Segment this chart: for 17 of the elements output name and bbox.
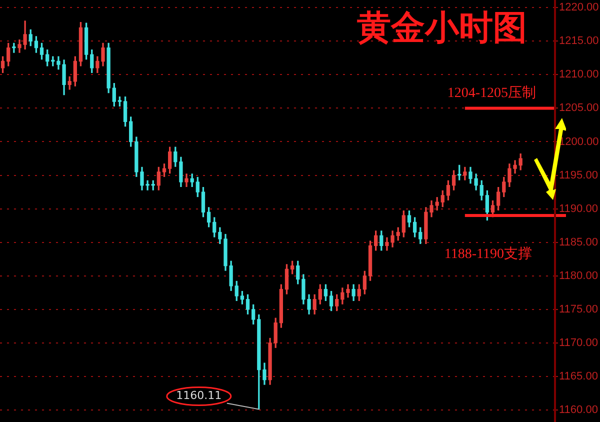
- annotation: 1160.11: [176, 389, 222, 402]
- y-tick-label: 1200.00: [559, 136, 599, 148]
- y-tick-label: 1205.00: [559, 102, 599, 114]
- y-tick-label: 1190.00: [559, 202, 598, 215]
- ref-line-label: 1188-1190支撑: [444, 246, 532, 262]
- y-tick-label: 1175.00: [559, 303, 598, 316]
- ref-line-label: 1204-1205压制: [447, 84, 536, 101]
- y-tick-label: 1185.00: [559, 236, 598, 248]
- y-tick-label: 1165.00: [559, 370, 598, 382]
- y-tick-label: 1215.00: [559, 35, 599, 48]
- y-tick-label: 1220.00: [559, 2, 599, 14]
- y-tick-label: 1170.00: [559, 336, 598, 349]
- y-tick-label: 1180.00: [559, 270, 598, 282]
- y-tick-label: 1160.00: [559, 404, 598, 416]
- chart-title: 黄金小时图: [357, 10, 527, 47]
- y-tick-label: 1210.00: [559, 68, 599, 81]
- y-tick-label: 1195.00: [559, 169, 598, 182]
